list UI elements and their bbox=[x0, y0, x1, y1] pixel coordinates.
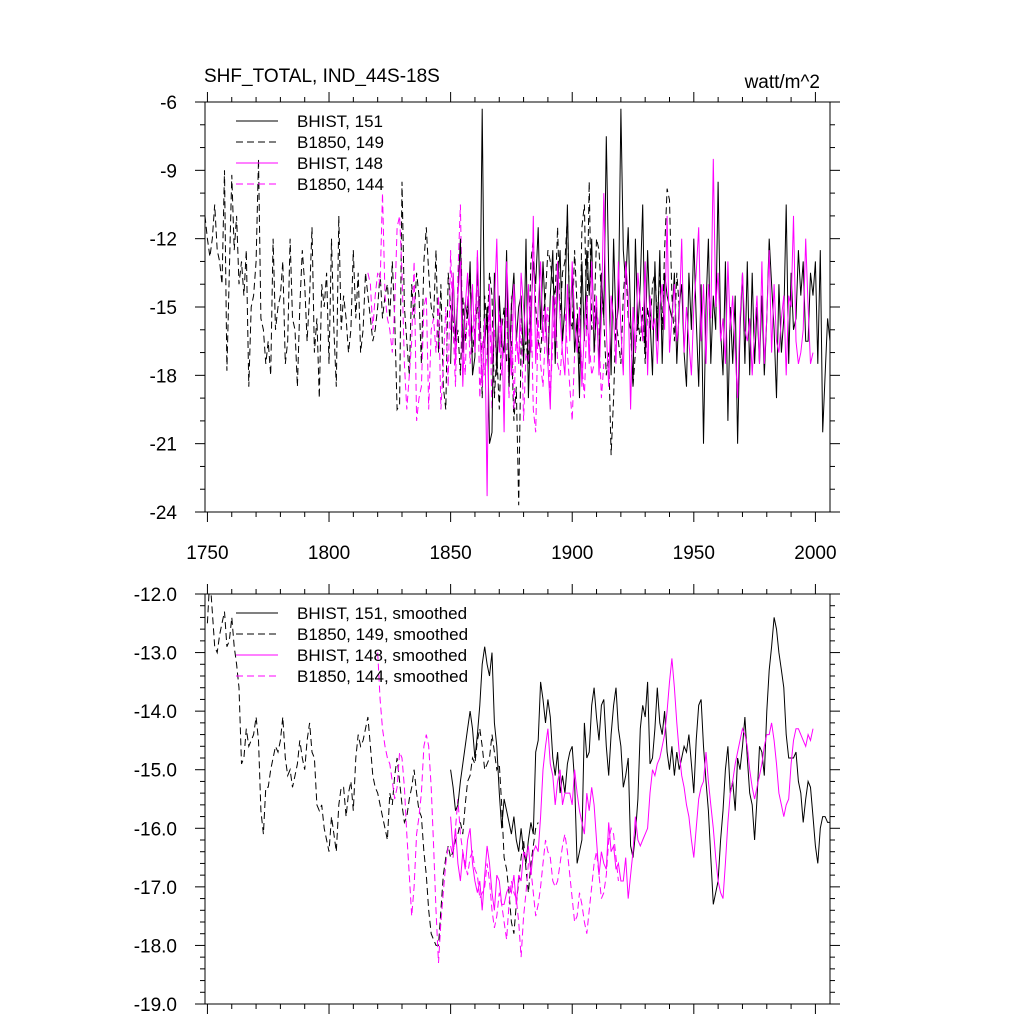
bottom-ytick-label: -13.0 bbox=[134, 644, 177, 665]
bottom-series-line-3 bbox=[377, 652, 619, 964]
top-panel: 1750 1800 1850 1900 1950 2000 -6 -9 -12 -15 -18 -21… bbox=[150, 92, 840, 564]
top-ytick-label: -18 bbox=[150, 366, 177, 387]
top-series-line-3 bbox=[367, 193, 605, 433]
top-series-line-1 bbox=[205, 158, 680, 506]
bottom-plot-frame bbox=[204, 593, 831, 1005]
top-ytick-label: -24 bbox=[150, 503, 178, 524]
top-ytick-label: -9 bbox=[160, 161, 177, 182]
bottom-ytick-label: -14.0 bbox=[134, 702, 177, 723]
chart-title: SHF_TOTAL, IND_44S-18S bbox=[204, 66, 440, 87]
top-ytick-label: -15 bbox=[150, 298, 177, 319]
top-xtick-label: 1950 bbox=[673, 543, 715, 564]
bottom-legend-label-2: BHIST, 148, smoothed bbox=[297, 646, 467, 665]
top-ytick-label: -6 bbox=[160, 93, 177, 114]
top-legend-label-0: BHIST, 151 bbox=[297, 112, 383, 131]
top-ytick-label: -12 bbox=[150, 230, 177, 251]
top-xtick-label: 1750 bbox=[186, 543, 228, 564]
bottom-legend-label-0: BHIST, 151, smoothed bbox=[297, 604, 467, 623]
top-xtick-label: 1800 bbox=[308, 543, 350, 564]
top-ytick-label: -21 bbox=[150, 435, 177, 456]
bottom-series-line-0 bbox=[450, 617, 830, 905]
bottom-ytick-label: -19.0 bbox=[134, 995, 177, 1016]
top-xtick-label: 2000 bbox=[794, 543, 836, 564]
top-legend-label-2: BHIST, 148 bbox=[297, 154, 383, 173]
top-legend-label-1: B1850, 149 bbox=[297, 133, 384, 152]
bottom-series-line-1 bbox=[206, 594, 539, 946]
bottom-series-line-2 bbox=[450, 658, 814, 911]
bottom-legend-label-3: B1850, 144, smoothed bbox=[297, 667, 468, 686]
units-label: watt/m^2 bbox=[744, 72, 820, 93]
top-legend-label-3: B1850, 144 bbox=[297, 175, 384, 194]
bottom-panel: -12.0 -13.0 -14.0 -15.0 -16.0 -17.0 -18.0 -19.0… bbox=[134, 584, 840, 1016]
top-xtick-label: 1850 bbox=[429, 543, 471, 564]
top-series-line-2 bbox=[450, 158, 814, 497]
bottom-ytick-label: -16.0 bbox=[134, 819, 177, 840]
bottom-ytick-label: -18.0 bbox=[134, 936, 177, 957]
top-series-line-0 bbox=[450, 108, 830, 444]
bottom-legend-label-1: B1850, 149, smoothed bbox=[297, 625, 468, 644]
bottom-ytick-label: -12.0 bbox=[134, 585, 177, 606]
bottom-ytick-label: -17.0 bbox=[134, 878, 177, 899]
bottom-ytick-label: -15.0 bbox=[134, 761, 177, 782]
top-xtick-label: 1900 bbox=[551, 543, 593, 564]
